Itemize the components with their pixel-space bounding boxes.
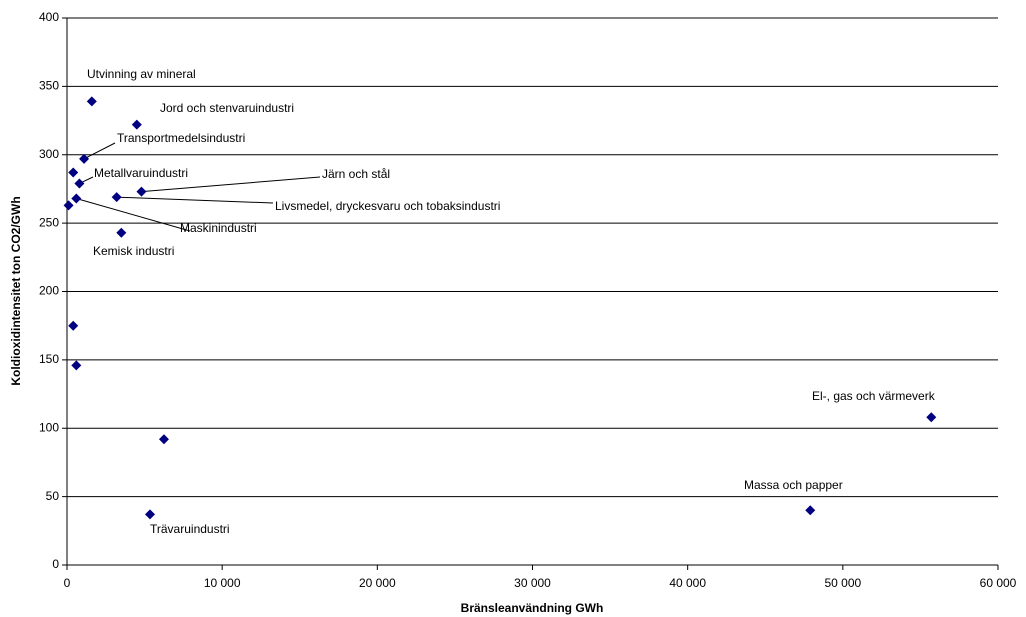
point — [111, 192, 122, 203]
point — [68, 320, 79, 331]
point-label: Utvinning av mineral — [87, 67, 196, 81]
x-tick-label: 20 000 — [359, 576, 396, 590]
point — [136, 186, 147, 197]
y-tick-label: 350 — [39, 79, 59, 93]
y-tick-label: 50 — [46, 489, 60, 503]
point-label: Massa och papper — [744, 478, 843, 492]
point — [926, 412, 937, 423]
point-label: Maskinindustri — [180, 221, 257, 235]
y-axis-title: Koldioxidintensitet ton CO2/GWh — [9, 196, 23, 385]
x-tick-label: 0 — [64, 576, 71, 590]
x-tick-label: 50 000 — [824, 576, 861, 590]
point-label: Transportmedelsindustri — [117, 131, 245, 145]
leader-line — [76, 198, 191, 232]
x-tick-label: 30 000 — [514, 576, 551, 590]
point-label: Trävaruindustri — [150, 522, 230, 536]
point-label: Järn och stål — [322, 167, 390, 181]
leader-line — [83, 142, 116, 160]
point — [131, 119, 142, 130]
x-tick-label: 10 000 — [204, 576, 241, 590]
point — [68, 167, 79, 178]
point-label: Kemisk industri — [93, 244, 174, 258]
y-tick-label: 200 — [39, 284, 59, 298]
x-tick-label: 40 000 — [669, 576, 706, 590]
point — [145, 509, 156, 520]
point — [63, 200, 74, 211]
point — [71, 193, 82, 204]
point — [71, 360, 82, 371]
point-label: El-, gas och värmeverk — [812, 389, 936, 403]
point — [86, 96, 97, 107]
point — [79, 153, 90, 164]
leader-line — [141, 176, 321, 193]
point-label: Metallvaruindustri — [94, 166, 188, 180]
point-label: Jord och stenvaruindustri — [160, 101, 294, 115]
y-tick-label: 150 — [39, 352, 59, 366]
point-label: Livsmedel, dryckesvaru och tobaksindustr… — [275, 199, 500, 213]
y-tick-label: 250 — [39, 215, 59, 229]
y-tick-label: 100 — [39, 420, 59, 434]
y-tick-label: 300 — [39, 147, 59, 161]
point — [74, 178, 85, 189]
y-tick-label: 400 — [39, 10, 59, 24]
y-tick-label: 0 — [52, 557, 59, 571]
point — [158, 434, 169, 445]
point — [805, 505, 816, 516]
point — [116, 227, 127, 238]
leader-line — [116, 196, 274, 204]
x-axis-title: Bränsleanvändning GWh — [461, 601, 604, 615]
x-tick-label: 60 000 — [980, 576, 1017, 590]
